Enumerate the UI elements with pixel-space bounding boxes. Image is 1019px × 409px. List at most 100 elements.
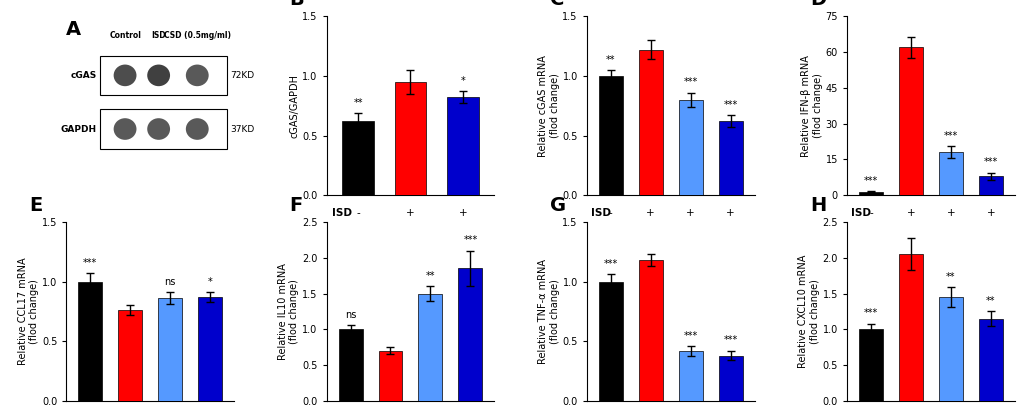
Text: **: ** [605, 55, 614, 65]
Ellipse shape [147, 118, 170, 140]
Text: +: + [985, 208, 995, 218]
Bar [678, 351, 702, 401]
Text: CSD: CSD [850, 226, 874, 236]
Bar [446, 97, 478, 195]
Text: Control: Control [109, 31, 141, 40]
Text: 0.5mg/ml: 0.5mg/ml [965, 226, 1015, 236]
Bar [158, 298, 182, 401]
Text: F: F [289, 196, 303, 215]
Bar [638, 50, 662, 195]
Text: **: ** [985, 296, 995, 306]
Bar [938, 152, 962, 195]
Text: **: ** [946, 272, 955, 282]
Text: 72KD: 72KD [229, 71, 254, 80]
Text: 0.5mg/ml: 0.5mg/ml [437, 226, 487, 236]
Bar [898, 254, 922, 401]
Text: CSD: CSD [590, 226, 614, 236]
Text: ***: *** [84, 258, 97, 268]
Text: ***: *** [863, 175, 877, 186]
Bar [338, 329, 362, 401]
Text: E: E [30, 196, 43, 215]
Y-axis label: Relative CCL17 mRNA
(flod change): Relative CCL17 mRNA (flod change) [17, 258, 39, 365]
Text: 0.25mg/ml: 0.25mg/ml [661, 226, 718, 236]
Bar [858, 191, 882, 195]
Bar [678, 100, 702, 195]
Text: +: + [406, 208, 415, 218]
Y-axis label: Relative IL10 mRNA
(flod change): Relative IL10 mRNA (flod change) [277, 263, 299, 360]
Text: *: * [208, 277, 212, 287]
Ellipse shape [113, 65, 137, 86]
Text: ***: *** [683, 330, 697, 341]
Text: 0.25mg/ml: 0.25mg/ml [922, 226, 978, 236]
Text: GAPDH: GAPDH [60, 124, 97, 133]
Text: -: - [356, 208, 360, 218]
Text: -: - [608, 226, 612, 236]
Ellipse shape [147, 65, 170, 86]
Bar [100, 56, 227, 95]
Bar [458, 268, 482, 401]
Text: C: C [549, 0, 564, 9]
Bar [118, 310, 142, 401]
Text: ***: *** [983, 157, 997, 167]
Text: ***: *** [603, 259, 618, 269]
Bar [394, 82, 426, 195]
Text: -: - [409, 226, 412, 236]
Text: -: - [868, 226, 872, 236]
Bar [978, 319, 1002, 401]
Bar [418, 294, 442, 401]
Text: **: ** [425, 271, 435, 281]
Y-axis label: Relative TNF-α mRNA
(flod change): Relative TNF-α mRNA (flod change) [537, 259, 559, 364]
Text: +: + [726, 208, 735, 218]
Text: +: + [459, 208, 467, 218]
Text: cGAS: cGAS [70, 71, 97, 80]
Text: -: - [908, 226, 912, 236]
Ellipse shape [185, 65, 209, 86]
Text: +: + [946, 208, 955, 218]
Text: 37KD: 37KD [229, 124, 254, 133]
Y-axis label: cGAS/GAPDH: cGAS/GAPDH [289, 74, 299, 138]
Text: CSD (0.5mg/ml): CSD (0.5mg/ml) [164, 31, 230, 40]
Bar [598, 76, 623, 195]
Text: -: - [648, 226, 652, 236]
Text: *: * [461, 76, 465, 86]
Text: B: B [289, 0, 304, 9]
Text: **: ** [353, 98, 363, 108]
Text: ***: *** [683, 77, 697, 87]
Text: ISD: ISD [151, 31, 166, 40]
Text: ISD: ISD [590, 208, 610, 218]
Bar [718, 121, 742, 195]
Text: +: + [646, 208, 654, 218]
Bar [718, 355, 742, 401]
Ellipse shape [185, 118, 209, 140]
Ellipse shape [113, 118, 137, 140]
Text: ISD: ISD [850, 208, 870, 218]
Y-axis label: Relative CXCL10 mRNA
(flod change): Relative CXCL10 mRNA (flod change) [797, 255, 819, 368]
Text: 0.5mg/ml: 0.5mg/ml [705, 226, 755, 236]
Bar [898, 47, 922, 195]
Text: D: D [809, 0, 825, 9]
Y-axis label: Relative IFN-β mRNA
(flod change): Relative IFN-β mRNA (flod change) [800, 55, 822, 157]
Bar [598, 282, 623, 401]
Bar [638, 260, 662, 401]
Text: -: - [608, 208, 612, 218]
Text: ***: *** [722, 100, 737, 110]
Bar [378, 351, 403, 401]
Text: +: + [686, 208, 694, 218]
Text: CSD: CSD [331, 226, 356, 236]
Text: +: + [906, 208, 914, 218]
Bar [938, 297, 962, 401]
Bar [858, 329, 882, 401]
Y-axis label: Relative cGAS mRNA
(flod change): Relative cGAS mRNA (flod change) [537, 55, 559, 157]
Bar [978, 176, 1002, 195]
Text: ns: ns [164, 277, 175, 287]
Bar [100, 109, 227, 149]
Text: ISD: ISD [331, 208, 352, 218]
Text: ***: *** [863, 308, 877, 318]
Text: ***: *** [463, 235, 477, 245]
Text: G: G [549, 196, 566, 215]
Text: -: - [356, 226, 360, 236]
Text: ns: ns [344, 310, 356, 320]
Text: ***: *** [943, 131, 957, 141]
Text: A: A [66, 20, 82, 39]
Text: H: H [809, 196, 825, 215]
